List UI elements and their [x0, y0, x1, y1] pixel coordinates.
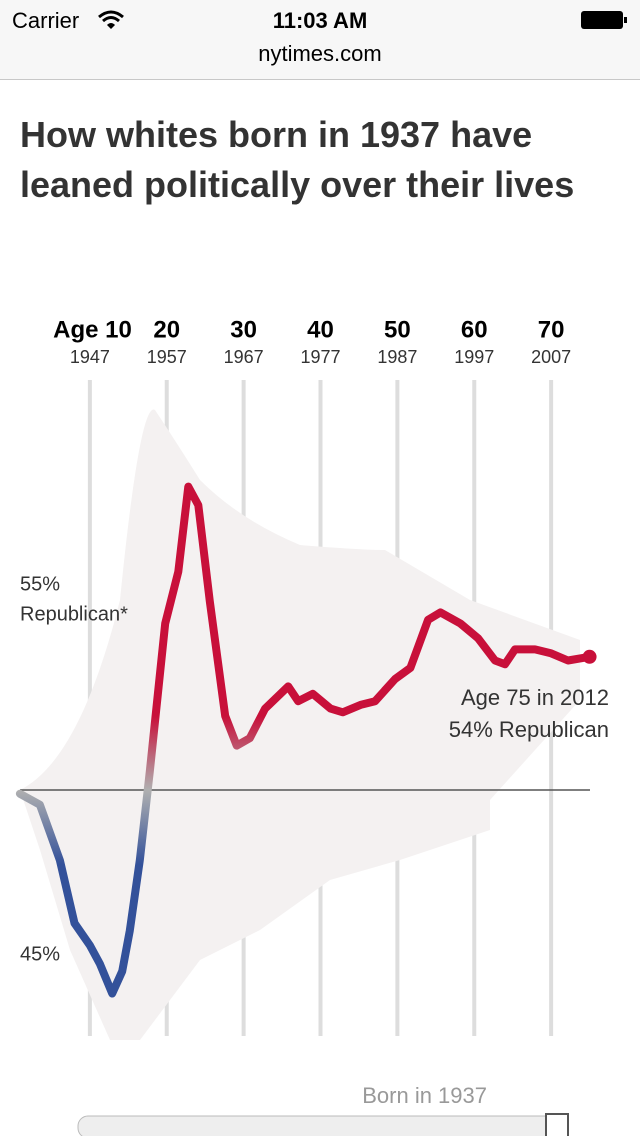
status-bar: Carrier 11:03 AM nytimes.com	[0, 0, 640, 80]
year-label: 1957	[147, 347, 187, 367]
other-cohorts-backdrop	[20, 409, 580, 1040]
slider-label: Born in 1937	[362, 1083, 487, 1108]
x-tick-label: 70	[538, 316, 565, 343]
chart-title: How whites born in 1937 have leaned poli…	[20, 114, 575, 205]
year-label: 1967	[224, 347, 264, 367]
x-tick-label: 60	[461, 316, 488, 343]
carrier: Carrier	[12, 8, 80, 33]
year-label: 1997	[454, 347, 494, 367]
year-label: 1947	[70, 347, 110, 367]
slider-handle[interactable]	[545, 1113, 569, 1136]
end-dot	[582, 649, 597, 664]
y-tick-label: 45%	[20, 943, 60, 965]
x-tick-label: 40	[307, 316, 334, 343]
battery-icon	[581, 11, 627, 29]
time: 11:03 AM	[272, 8, 368, 33]
x-tick-label: 30	[230, 316, 257, 343]
slider-track[interactable]	[77, 1115, 569, 1136]
annotation: 54% Republican	[449, 717, 609, 742]
cohort-line	[15, 482, 594, 998]
year-label: 1987	[377, 347, 417, 367]
x-tick-label: Age 10	[53, 316, 132, 343]
year-label: 2007	[531, 347, 571, 367]
y-note: Republican*	[20, 603, 128, 625]
x-tick-label: 20	[153, 316, 180, 343]
year-label: 1977	[300, 347, 340, 367]
wifi-icon	[98, 10, 124, 29]
y-tick-label: 55%	[20, 573, 60, 595]
x-tick-label: 50	[384, 316, 411, 343]
url: nytimes.com	[258, 41, 382, 66]
annotation: Age 75 in 2012	[461, 685, 609, 710]
